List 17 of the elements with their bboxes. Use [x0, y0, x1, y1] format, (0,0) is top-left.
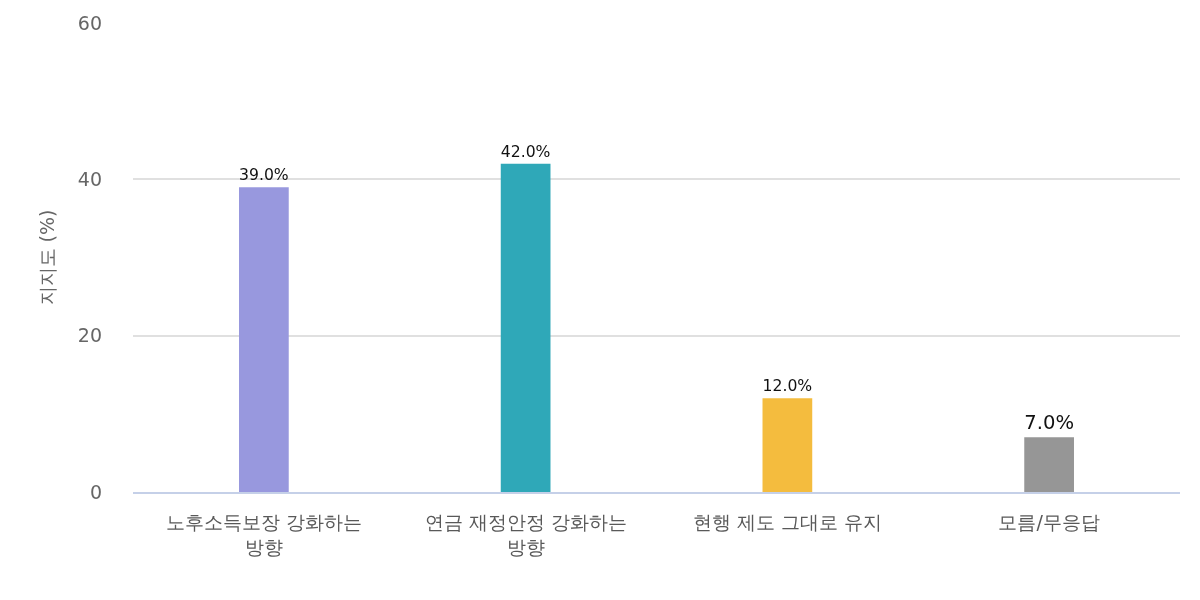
y-tick-label: 60	[77, 11, 102, 34]
x-tick-label: 노후소득보장 강화하는 방향	[165, 510, 362, 558]
data-label: 7.0%	[1024, 411, 1074, 435]
bar	[1024, 437, 1074, 492]
data-label: 39.0%	[239, 165, 289, 185]
y-axis-title: 지지도 (%)	[35, 209, 58, 306]
bar	[239, 187, 289, 492]
y-tick-label: 40	[77, 167, 102, 190]
x-tick-label: 모름/무응답	[998, 510, 1100, 533]
x-tick-label: 연금 재정안정 강화하는 방향	[424, 510, 627, 558]
y-tick-label: 20	[77, 324, 102, 347]
data-label: 42.0%	[500, 141, 551, 161]
y-tick-label: 0	[89, 480, 102, 503]
x-tick-label: 현행 제도 그대로 유지	[692, 510, 882, 533]
bar	[762, 398, 813, 492]
data-label: 12.0%	[762, 376, 813, 396]
bar	[500, 163, 551, 492]
